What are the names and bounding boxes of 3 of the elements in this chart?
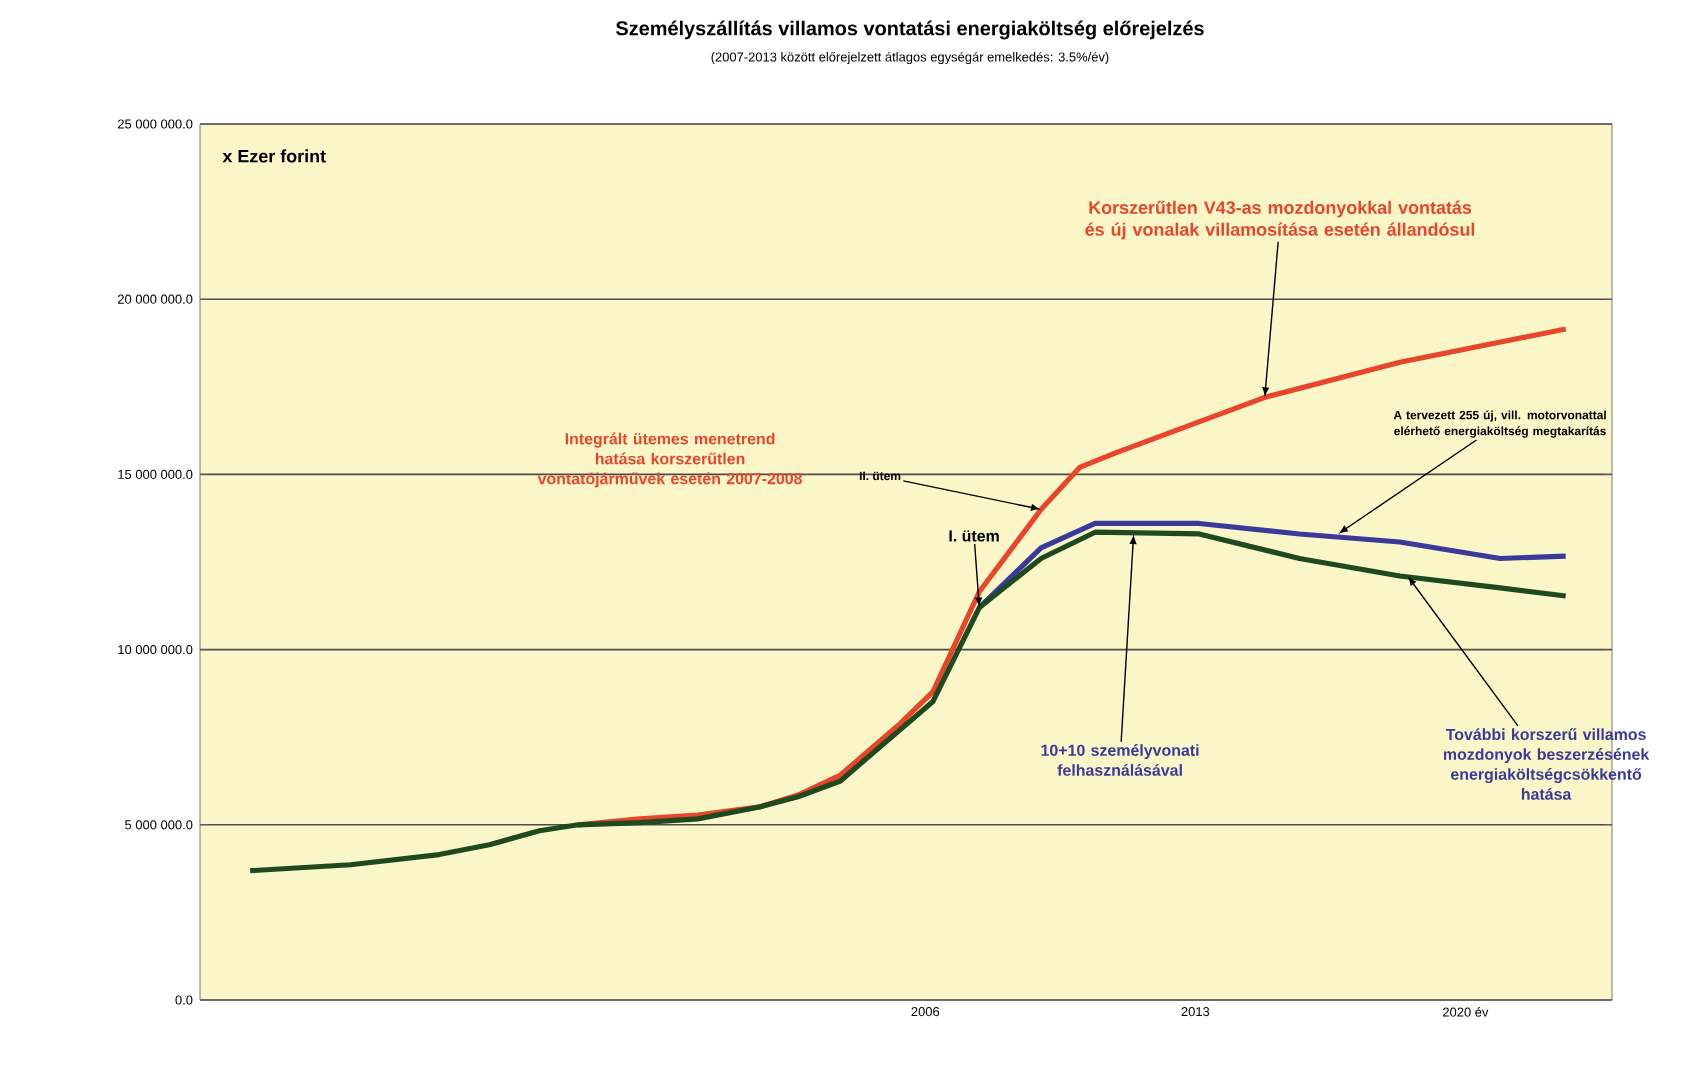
chart-title: Személyszállítás villamos vontatási energiaköltség előrejelzés [615, 20, 1204, 40]
annotation: x Ezer forint [222, 149, 326, 163]
annotation: Korszerűtlen V43-as mozdonyokkal vontatás és új vonalak villamosítása esetén állandósul [1085, 200, 1475, 240]
